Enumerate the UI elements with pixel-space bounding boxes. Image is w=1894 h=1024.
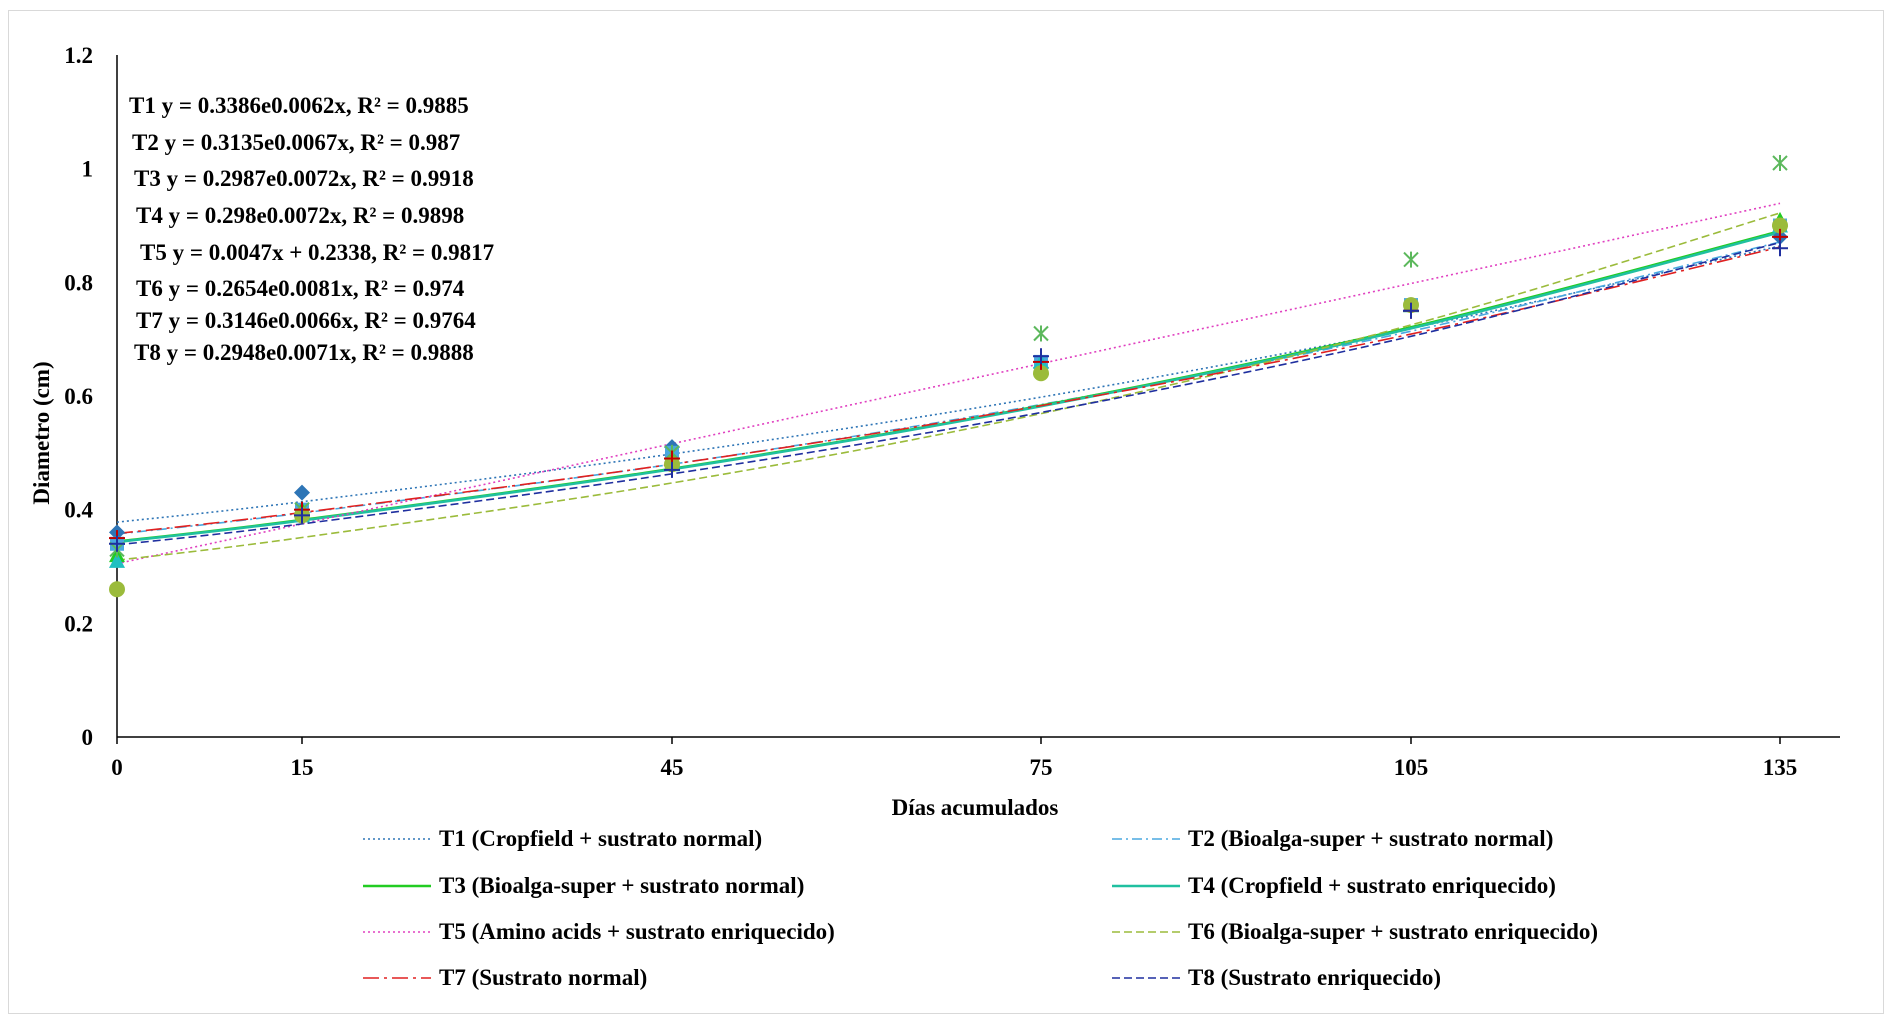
trend-equation: T3 y = 0.2987e0.0072x, R² = 0.9918 xyxy=(134,166,474,191)
data-point-t8 xyxy=(1033,348,1049,365)
x-tick-label: 75 xyxy=(1030,755,1053,780)
data-point-t8 xyxy=(294,507,310,524)
x-tick-label: 105 xyxy=(1394,755,1429,780)
data-point-t5 xyxy=(1403,251,1419,268)
x-tick-label: 15 xyxy=(291,755,314,780)
trend-equation: T2 y = 0.3135e0.0067x, R² = 0.987 xyxy=(132,130,460,155)
x-axis-title: Días acumulados xyxy=(892,795,1059,820)
data-point-t4 xyxy=(109,552,125,568)
axes: 0 0.2 0.4 0.6 0.8 1 1.2 0 15 45 75 105 135 xyxy=(64,43,1840,780)
x-tick-label: 0 xyxy=(111,755,123,780)
legend-label-t8: T8 (Sustrato enriquecido) xyxy=(1188,965,1441,990)
y-tick-label: 1.2 xyxy=(64,43,93,68)
data-point-t5 xyxy=(1772,154,1788,171)
trend-equation: T8 y = 0.2948e0.0071x, R² = 0.9888 xyxy=(134,340,474,365)
legend-label-t3: T3 (Bioalga-super + sustrato normal) xyxy=(439,873,804,898)
y-tick-label: 0 xyxy=(82,725,94,750)
data-point-t6 xyxy=(1033,365,1049,382)
trend-equation: T7 y = 0.3146e0.0066x, R² = 0.9764 xyxy=(136,308,476,333)
trend-equation: T4 y = 0.298e0.0072x, R² = 0.9898 xyxy=(136,203,464,228)
y-tick-label: 0.6 xyxy=(64,384,93,409)
legend-label-t4: T4 (Cropfield + sustrato enriquecido) xyxy=(1188,873,1556,898)
trendline-t7 xyxy=(116,246,1781,535)
legend-label-t6: T6 (Bioalga-super + sustrato enriquecido… xyxy=(1188,919,1598,944)
x-tick-label: 135 xyxy=(1763,755,1798,780)
y-tick-label: 0.2 xyxy=(64,611,93,636)
y-tick-label: 0.4 xyxy=(64,498,93,523)
y-tick-label: 1 xyxy=(82,157,94,182)
trend-equation: T6 y = 0.2654e0.0081x, R² = 0.974 xyxy=(136,276,465,301)
data-point-t6 xyxy=(1772,217,1788,234)
y-axis-title: Diametro (cm) xyxy=(29,361,54,504)
trendline-t1 xyxy=(116,245,1781,523)
data-point-t8 xyxy=(109,535,125,552)
data-point-t1 xyxy=(294,484,310,501)
trendline-t2 xyxy=(116,241,1781,535)
trend-equation: T1 y = 0.3386e0.0062x, R² = 0.9885 xyxy=(129,93,469,118)
legend-label-t2: T2 (Bioalga-super + sustrato normal) xyxy=(1188,826,1553,851)
data-point-t8 xyxy=(1403,302,1419,319)
data-point-t5 xyxy=(1033,325,1049,342)
legend-label-t7: T7 (Sustrato normal) xyxy=(439,965,647,990)
trend-equation: T5 y = 0.0047x + 0.2338, R² = 0.9817 xyxy=(140,240,494,265)
data-point-t8 xyxy=(1772,240,1788,257)
chart-frame xyxy=(8,10,1884,1014)
data-point-t6 xyxy=(109,581,125,598)
legend: T1 (Cropfield + sustrato normal) T2 (Bioa… xyxy=(363,826,1598,990)
data-markers xyxy=(109,154,1788,598)
x-tick-label: 45 xyxy=(661,755,684,780)
data-point-t8 xyxy=(664,461,680,478)
legend-label-t5: T5 (Amino acids + sustrato enriquecido) xyxy=(439,919,835,944)
y-tick-label: 0.8 xyxy=(64,270,93,295)
trendline-t8 xyxy=(116,241,1781,546)
trendline-t6 xyxy=(116,212,1781,562)
equations-block: T1 y = 0.3386e0.0062x, R² = 0.9885 T2 y =… xyxy=(129,93,494,365)
legend-label-t1: T1 (Cropfield + sustrato normal) xyxy=(439,826,762,851)
